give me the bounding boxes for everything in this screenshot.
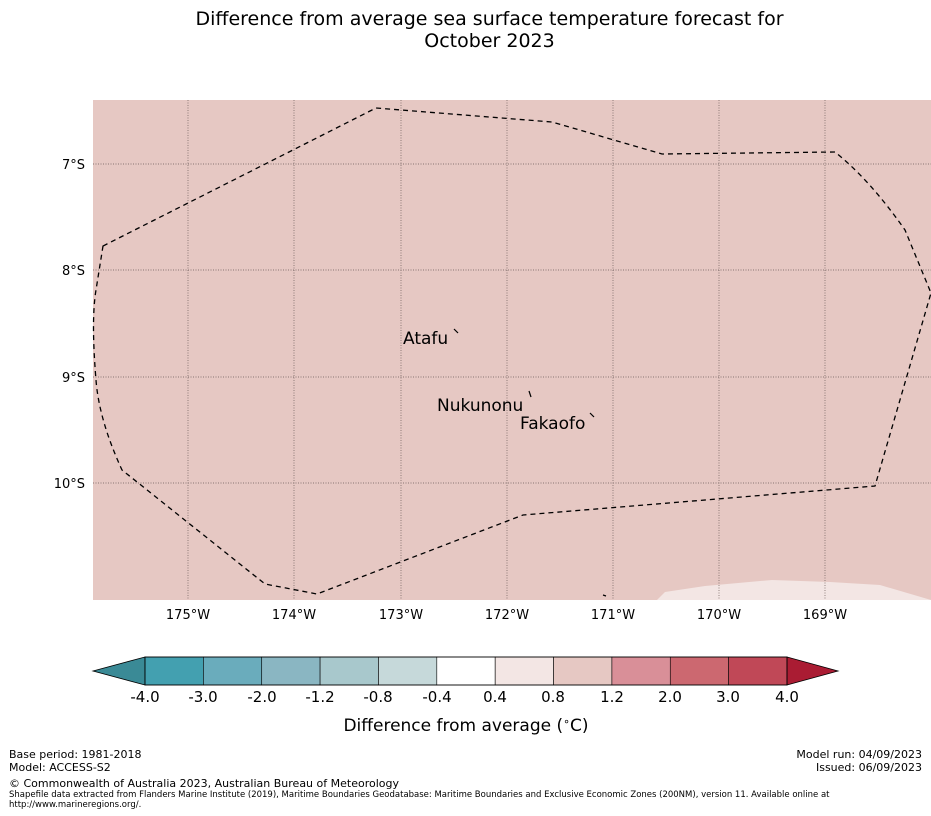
lon-label-172: 172°W bbox=[485, 608, 529, 623]
lon-label-173: 173°W bbox=[379, 608, 423, 623]
colorbar-box bbox=[494, 656, 554, 686]
colorbar-tick: -3.0 bbox=[188, 688, 217, 706]
island-marks bbox=[453, 328, 607, 597]
colorbar-tick: 3.0 bbox=[716, 688, 740, 706]
lon-label-169: 169°W bbox=[803, 608, 847, 623]
page-title: Difference from average sea surface temp… bbox=[0, 8, 931, 52]
colorbar-tick: -4.0 bbox=[130, 688, 159, 706]
colorbar-outline bbox=[144, 656, 788, 686]
colorbar-label: Difference from average (∘C) bbox=[343, 715, 588, 736]
colorbar-tick: 4.0 bbox=[775, 688, 799, 706]
colorbar-over-arrow bbox=[786, 656, 840, 686]
shapefile-credit-line-1: Shapefile data extracted from Flanders M… bbox=[9, 790, 830, 800]
colorbar-box bbox=[436, 656, 496, 686]
title-line-2: October 2023 bbox=[424, 30, 555, 52]
colorbar-box bbox=[203, 656, 263, 686]
gridlines bbox=[93, 100, 931, 600]
atafu-island bbox=[453, 328, 459, 334]
lon-label-171: 171°W bbox=[591, 608, 635, 623]
colorbar-box bbox=[611, 656, 671, 686]
ocean-fill bbox=[93, 100, 931, 600]
model-run: Model run: 04/09/2023 bbox=[796, 748, 922, 761]
colorbar-tick: 1.2 bbox=[600, 688, 624, 706]
lon-labels: 175°W 174°W 173°W 172°W 171°W 170°W 169°… bbox=[166, 608, 847, 623]
colorbar-box bbox=[553, 656, 613, 686]
colorbar-box bbox=[728, 656, 788, 686]
lat-labels: 7°S 8°S 9°S 10°S bbox=[54, 158, 85, 492]
place-label-nukunonu: Nukunonu bbox=[437, 396, 523, 416]
colorbar-tick: 2.0 bbox=[658, 688, 682, 706]
shapefile-credit: Shapefile data extracted from Flanders M… bbox=[9, 790, 924, 810]
lat-label-10: 10°S bbox=[54, 477, 85, 492]
fakaofo-island bbox=[589, 412, 595, 418]
base-period: Base period: 1981-2018 bbox=[9, 748, 142, 761]
place-label-atafu: Atafu bbox=[403, 329, 448, 349]
colorbar: -4.0 -3.0 -2.0 -1.2 -0.8 -0.4 0.4 0.8 1.… bbox=[91, 656, 840, 736]
lon-label-174: 174°W bbox=[272, 608, 316, 623]
lon-label-175: 175°W bbox=[166, 608, 210, 623]
reef-mark bbox=[602, 594, 607, 597]
copyright: © Commonwealth of Australia 2023, Austra… bbox=[9, 777, 399, 790]
colorbar-box bbox=[378, 656, 438, 686]
title-line-1: Difference from average sea surface temp… bbox=[195, 8, 784, 30]
colorbar-tick: -2.0 bbox=[247, 688, 276, 706]
colorbar-box bbox=[319, 656, 379, 686]
lon-label-170: 170°W bbox=[697, 608, 741, 623]
colorbar-tick: -0.4 bbox=[422, 688, 451, 706]
model-name: Model: ACCESS-S2 bbox=[9, 761, 111, 774]
place-label-fakaofo: Fakaofo bbox=[520, 414, 585, 434]
warm-band bbox=[657, 580, 931, 600]
colorbar-box bbox=[144, 656, 204, 686]
colorbar-box bbox=[669, 656, 729, 686]
issued-date: Issued: 06/09/2023 bbox=[815, 761, 922, 774]
colorbar-tick: 0.8 bbox=[541, 688, 565, 706]
eez-boundary bbox=[92, 107, 931, 595]
nukunonu-island bbox=[528, 390, 532, 398]
colorbar-tick: 0.4 bbox=[483, 688, 507, 706]
colorbar-boxes bbox=[144, 656, 788, 686]
colorbar-under-arrow bbox=[91, 656, 146, 686]
shapefile-credit-line-2: http://www.marineregions.org/. bbox=[9, 800, 142, 810]
map-panel: Atafu Nukunonu Fakaofo 7°S 8°S 9°S 10°S … bbox=[54, 100, 931, 623]
lat-label-9: 9°S bbox=[62, 371, 85, 386]
colorbar-ticks: -4.0 -3.0 -2.0 -1.2 -0.8 -0.4 0.4 0.8 1.… bbox=[130, 688, 799, 706]
colorbar-tick: -0.8 bbox=[363, 688, 392, 706]
colorbar-box bbox=[261, 656, 321, 686]
lat-label-8: 8°S bbox=[62, 264, 85, 279]
lat-label-7: 7°S bbox=[62, 158, 85, 173]
colorbar-tick: -1.2 bbox=[305, 688, 334, 706]
